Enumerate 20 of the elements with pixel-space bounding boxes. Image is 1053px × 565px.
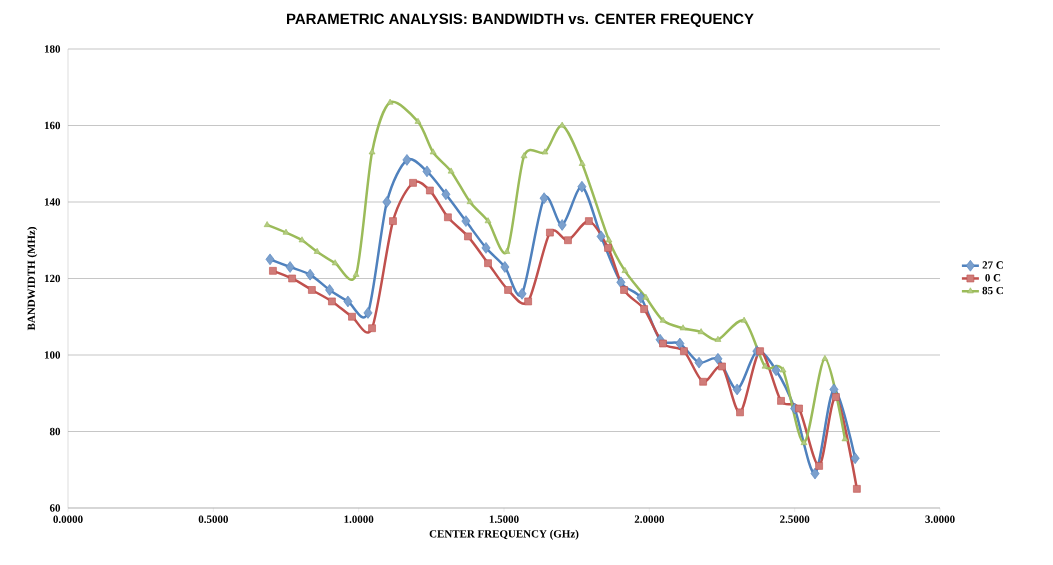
- y-tick-label: 120: [44, 274, 61, 283]
- x-tick-label: 1.0000: [344, 515, 374, 523]
- y-tick-label: 60: [49, 504, 61, 512]
- y-tick-label: 100: [44, 351, 61, 359]
- legend-label: 27 C: [982, 261, 1003, 269]
- x-tick-label: 3.0000: [925, 515, 955, 523]
- y-axis-title: BANDWIDTH (MHz): [27, 227, 38, 331]
- legend-label: 0 C: [985, 274, 1001, 282]
- x-tick-label: 1.5000: [489, 515, 519, 523]
- y-tick-label: 180: [44, 45, 61, 53]
- x-tick-label: 2.5000: [780, 515, 810, 523]
- x-tick-label: 0.0000: [53, 515, 83, 523]
- legend-label: 85 C: [982, 286, 1003, 295]
- chart-title: PARAMETRIC ANALYSIS: BANDWIDTH vs. CENTER FREQUENCY: [287, 13, 754, 27]
- y-tick-label: 80: [49, 427, 61, 436]
- x-tick-label: 2.0000: [634, 515, 664, 523]
- y-tick-label: 160: [44, 121, 61, 130]
- y-tick-label: 140: [44, 198, 61, 206]
- x-tick-label: 0.5000: [198, 515, 228, 523]
- x-axis-title: CENTER FREQUENCY (GHz): [429, 529, 579, 540]
